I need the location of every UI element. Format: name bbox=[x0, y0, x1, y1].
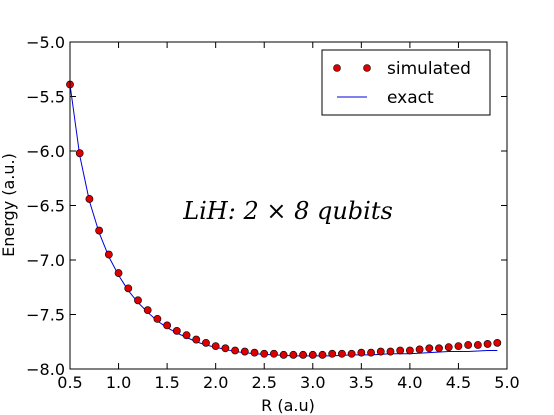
data-point-simulated bbox=[153, 314, 162, 323]
x-tick-label: 4.0 bbox=[397, 373, 422, 392]
y-tick-label: −5.0 bbox=[26, 33, 65, 52]
data-point-simulated bbox=[493, 338, 502, 347]
x-tick-label: 1.0 bbox=[106, 373, 131, 392]
x-tick-label: 3.5 bbox=[349, 373, 374, 392]
y-tick-label: −6.0 bbox=[26, 142, 65, 161]
x-axis-label: R (a.u) bbox=[261, 396, 315, 415]
data-point-simulated bbox=[454, 342, 463, 351]
data-point-simulated bbox=[376, 347, 385, 356]
data-point-simulated bbox=[192, 335, 201, 344]
x-tick-label: 4.5 bbox=[446, 373, 471, 392]
data-point-simulated bbox=[483, 340, 492, 348]
x-tick-label: 2.0 bbox=[203, 373, 228, 392]
plot-frame bbox=[69, 41, 508, 370]
data-point-simulated bbox=[124, 284, 133, 293]
data-point-simulated bbox=[202, 338, 210, 347]
y-tick-label: −5.5 bbox=[26, 88, 65, 107]
data-point-simulated bbox=[172, 326, 181, 335]
data-point-simulated bbox=[444, 343, 453, 352]
x-tick-label: 1.5 bbox=[154, 373, 179, 392]
data-point-simulated bbox=[473, 341, 482, 349]
data-point-simulated bbox=[318, 350, 327, 359]
data-point-simulated bbox=[240, 347, 249, 356]
annotation-label: LiH: 2 × 8 qubits bbox=[182, 197, 393, 225]
y-tick-label: −6.5 bbox=[26, 197, 65, 216]
legend-label-exact: exact bbox=[387, 88, 434, 108]
data-point-simulated bbox=[104, 250, 113, 259]
data-point-simulated bbox=[270, 349, 278, 358]
data-point-simulated bbox=[114, 269, 123, 277]
legend-marker-simulated bbox=[333, 64, 341, 72]
y-axis-label: Energy (a.u.) bbox=[0, 153, 18, 257]
y-axis-ticks: −5.0 −5.5 −6.0 −6.5 −7.0 −7.5 −8.0 bbox=[26, 33, 507, 379]
data-point-simulated bbox=[464, 341, 473, 349]
legend-label-simulated: simulated bbox=[387, 59, 471, 79]
data-point-simulated bbox=[231, 346, 239, 355]
data-point-simulated bbox=[405, 346, 414, 355]
legend-marker-simulated bbox=[363, 64, 371, 72]
data-point-simulated bbox=[260, 349, 269, 358]
y-tick-label: −7.0 bbox=[26, 251, 65, 270]
data-point-simulated bbox=[182, 331, 191, 340]
data-point-simulated bbox=[357, 348, 366, 357]
data-point-simulated bbox=[221, 344, 230, 353]
data-point-simulated bbox=[415, 345, 424, 354]
y-tick-label: −8.0 bbox=[26, 360, 65, 379]
x-axis-ticks: 0.5 1.0 1.5 2.0 2.5 3.0 3.5 4.0 4.5 5.0 bbox=[57, 42, 520, 392]
data-point-simulated bbox=[95, 226, 104, 235]
data-point-simulated bbox=[396, 346, 405, 355]
legend-frame bbox=[321, 49, 491, 116]
data-point-simulated bbox=[143, 306, 152, 315]
data-point-simulated bbox=[250, 348, 259, 357]
plot-content bbox=[66, 80, 502, 359]
data-point-simulated bbox=[367, 348, 375, 357]
data-point-simulated bbox=[299, 350, 307, 359]
data-point-simulated bbox=[435, 344, 443, 353]
x-tick-label: 5.0 bbox=[494, 373, 519, 392]
data-point-simulated bbox=[85, 195, 94, 203]
data-point-simulated bbox=[211, 342, 220, 351]
data-point-simulated bbox=[425, 344, 434, 353]
x-tick-label: 2.5 bbox=[251, 373, 276, 392]
data-point-simulated bbox=[289, 350, 298, 359]
legend: simulated exact bbox=[321, 49, 491, 116]
data-point-simulated bbox=[75, 149, 84, 158]
data-point-simulated bbox=[328, 349, 337, 358]
x-tick-label: 3.0 bbox=[300, 373, 325, 392]
data-point-simulated bbox=[386, 347, 395, 356]
y-tick-label: −7.5 bbox=[26, 306, 65, 325]
data-point-simulated bbox=[338, 349, 346, 358]
data-point-simulated bbox=[163, 321, 172, 330]
data-point-simulated bbox=[134, 296, 142, 305]
data-point-simulated bbox=[308, 350, 317, 359]
x-tick-label: 0.5 bbox=[57, 373, 82, 392]
data-point-simulated bbox=[347, 349, 356, 358]
data-point-simulated bbox=[279, 350, 288, 359]
